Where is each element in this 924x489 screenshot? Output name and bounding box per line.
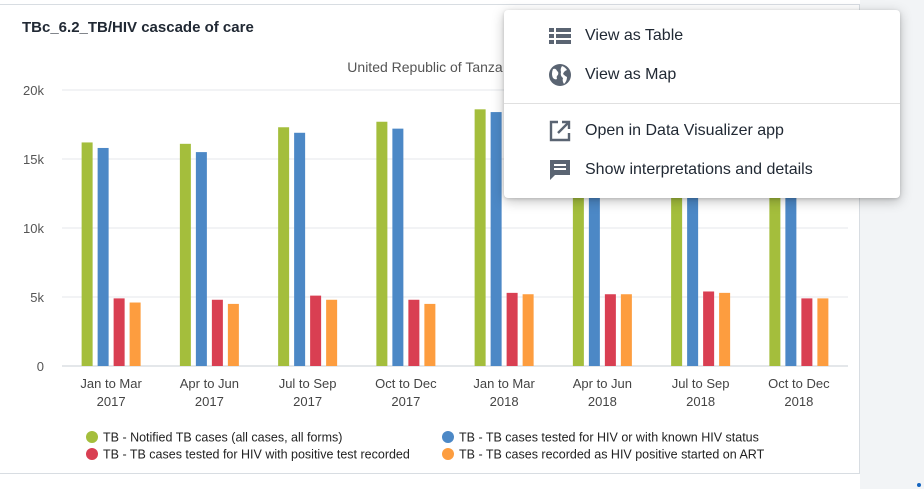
y-tick-label: 10k [23, 221, 44, 236]
bar[interactable] [227, 303, 239, 366]
x-tick-label: Apr to Jun [180, 376, 239, 391]
y-tick-label: 20k [23, 83, 44, 98]
legend-label: TB - TB cases tested for HIV with positi… [103, 448, 410, 462]
legend-swatch [442, 448, 454, 460]
y-tick-label: 5k [30, 290, 44, 305]
bar[interactable] [687, 116, 699, 366]
bar[interactable] [620, 294, 632, 366]
x-tick-label: 2018 [686, 394, 715, 409]
bar[interactable] [506, 292, 518, 366]
bar[interactable] [326, 299, 338, 366]
x-tick-label: 2017 [391, 394, 420, 409]
chat-icon [548, 158, 572, 182]
x-tick-label: Oct to Dec [375, 376, 437, 391]
bar[interactable] [179, 143, 191, 366]
bar[interactable] [310, 295, 322, 366]
show-interpretations-label: Show interpretations and details [585, 160, 813, 178]
x-tick-label: Jul to Sep [279, 376, 337, 391]
corner-dot [917, 483, 921, 487]
bar[interactable] [588, 114, 600, 366]
y-tick-label: 15k [23, 152, 44, 167]
show-interpretations-item[interactable]: Show interpretations and details [504, 150, 900, 189]
bar[interactable] [278, 127, 290, 366]
card-title: TBc_6.2_TB/HIV cascade of care [22, 19, 254, 36]
bar[interactable] [604, 294, 616, 366]
legend-item[interactable]: TB - TB cases recorded as HIV positive s… [442, 448, 765, 462]
legend-label: TB - TB cases recorded as HIV positive s… [459, 448, 765, 462]
view-as-map-label: View as Map [585, 65, 677, 83]
bar[interactable] [376, 121, 388, 367]
x-tick-label: 2018 [784, 394, 813, 409]
x-tick-label: 2017 [195, 394, 224, 409]
bar[interactable] [522, 294, 534, 366]
bar[interactable] [703, 291, 715, 366]
open-external-icon [548, 119, 572, 143]
bar[interactable] [424, 303, 436, 366]
x-tick-label: Jan to Mar [80, 376, 142, 391]
x-tick-label: Apr to Jun [573, 376, 632, 391]
bar[interactable] [817, 298, 829, 366]
bar[interactable] [97, 147, 109, 366]
legend-swatch [86, 448, 98, 460]
bar[interactable] [81, 142, 93, 366]
view-as-map-item[interactable]: View as Map [504, 55, 900, 94]
x-tick-label: 2018 [490, 394, 519, 409]
bar-chart: United Republic of Tanza 0 5k 10k 15k 20k Ja… [23, 59, 848, 462]
legend-item[interactable]: TB - TB cases tested for HIV or with kno… [442, 431, 759, 445]
bar[interactable] [671, 112, 683, 366]
globe-icon [548, 63, 572, 87]
legend-label: TB - TB cases tested for HIV or with kno… [459, 431, 759, 445]
open-in-data-visualizer-label: Open in Data Visualizer app [585, 121, 784, 139]
view-as-table-label: View as Table [585, 26, 684, 44]
bar[interactable] [801, 298, 813, 366]
bar[interactable] [195, 152, 207, 366]
menu-divider [504, 103, 900, 104]
bar[interactable] [785, 117, 797, 366]
x-tick-label: Jul to Sep [672, 376, 730, 391]
bar[interactable] [769, 113, 781, 367]
legend-swatch [442, 431, 454, 443]
open-in-data-visualizer-item[interactable]: Open in Data Visualizer app [504, 111, 900, 150]
bar[interactable] [392, 128, 404, 366]
bar[interactable] [294, 132, 306, 366]
legend-item[interactable]: TB - TB cases tested for HIV with positi… [86, 448, 410, 462]
bar[interactable] [474, 109, 486, 366]
legend-swatch [86, 431, 98, 443]
x-tick-label: Jan to Mar [473, 376, 535, 391]
y-tick-label: 0 [37, 359, 44, 374]
view-as-table-item[interactable]: View as Table [504, 16, 900, 55]
bar[interactable] [408, 299, 420, 366]
bar[interactable] [129, 302, 141, 366]
chart-subtitle: United Republic of Tanza [347, 59, 503, 75]
bar[interactable] [211, 299, 223, 366]
legend-item[interactable]: TB - Notified TB cases (all cases, all f… [86, 431, 342, 445]
x-tick-label: 2017 [97, 394, 126, 409]
bar[interactable] [719, 292, 731, 366]
bar[interactable] [113, 298, 125, 366]
x-tick-label: 2017 [293, 394, 322, 409]
table-icon [548, 24, 572, 48]
bar[interactable] [490, 112, 502, 366]
x-tick-label: Oct to Dec [768, 376, 830, 391]
bar[interactable] [572, 110, 584, 366]
x-tick-label: 2018 [588, 394, 617, 409]
context-menu: View as Table View as Map Open in Data V… [504, 10, 900, 198]
legend-label: TB - Notified TB cases (all cases, all f… [103, 431, 342, 445]
